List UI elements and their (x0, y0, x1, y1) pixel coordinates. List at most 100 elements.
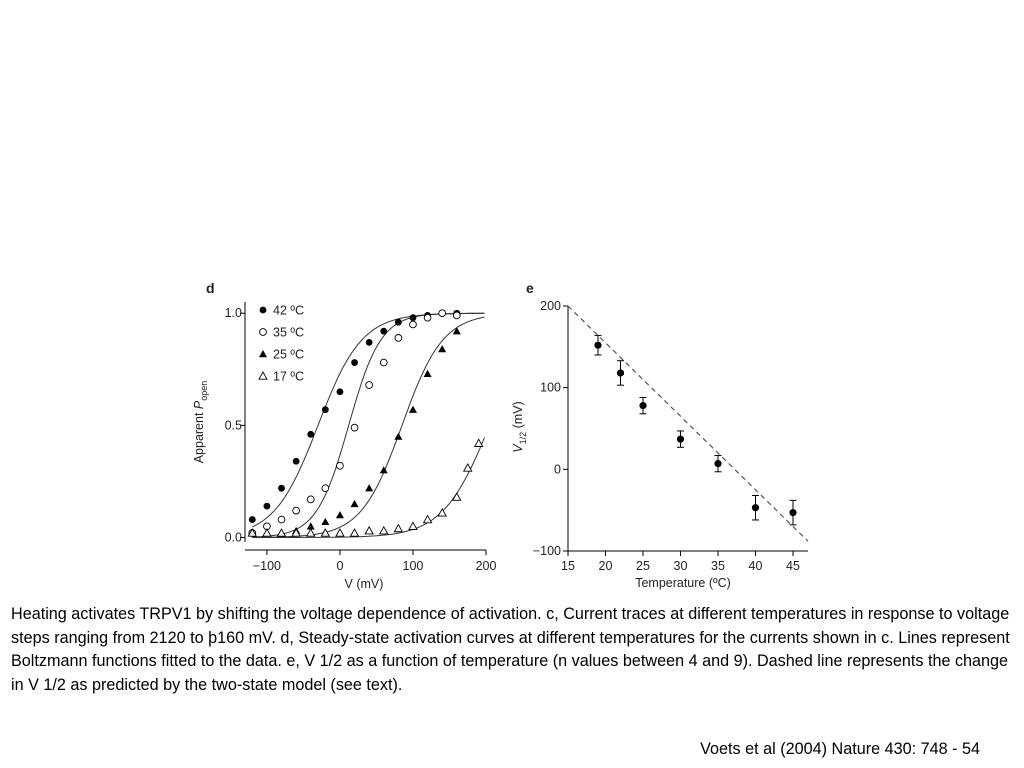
panel-d-data-point (307, 430, 315, 438)
panel-d-legend-label: 35 ºC (273, 326, 304, 340)
panel-e-y-label-subscript: 1/2 (518, 432, 528, 445)
panel-e-data-point (594, 341, 602, 349)
panel-e-x-tick-label: 25 (636, 559, 650, 573)
panel-e-data-point (676, 435, 685, 443)
panel-d-x-tick-label: 100 (403, 559, 424, 573)
panel-e-model-dashed-line (567, 305, 809, 542)
panel-d-data-point (291, 528, 301, 537)
panel-d-y-label-subscript: open (199, 381, 209, 401)
panel-d-data-point (320, 528, 331, 537)
panel-d-fit-curve (252, 437, 485, 538)
panel-d-legend-marker (259, 350, 267, 358)
panel-e-x-tick-label: 35 (711, 559, 725, 573)
panel-d-x-axis-label: V (mV) (345, 577, 384, 591)
panel-d-data-point (394, 432, 403, 440)
panel-d-y-tick-label: 0.0 (225, 531, 242, 545)
panel-e-y-tick-label: 200 (540, 299, 561, 313)
panel-e-x-tick-label: 30 (674, 559, 688, 573)
panel-d-data-point (262, 528, 272, 537)
panel-d-data-point (438, 309, 447, 318)
panel-d-data-point (452, 311, 461, 320)
panel-d-data-point (422, 514, 433, 524)
panel-d-letter: d (206, 280, 215, 296)
panel-d-data-point (278, 484, 285, 492)
panel-d-data-point (452, 327, 461, 335)
panel-d-y-axis-label: Apparent Popen (192, 381, 209, 464)
panel-e-y-label-rest: (mV) (511, 401, 525, 432)
panel-d-data-point (321, 517, 330, 526)
panel-d-y-tick-label: 1.0 (225, 306, 242, 320)
panel-d-data-point (306, 522, 315, 530)
panel-e-y-label-italic: V (511, 443, 525, 453)
panel-d-legend-label: 17 ºC (273, 370, 304, 384)
panel-e-axes: −100 0 100 200 15 20 25 30 35 40 45 (533, 299, 808, 573)
panel-d-data-point (408, 521, 418, 530)
panel-d-data-point (394, 318, 402, 326)
panel-d-data-point (393, 523, 404, 533)
panel-e-y-tick-label: 100 (540, 381, 561, 395)
panel-e-y-tick-label: −100 (533, 544, 561, 558)
panel-e-x-axis-label: Temperature (ºC) (635, 576, 731, 590)
panel-e-y-tick-label: 0 (554, 462, 561, 476)
panel-d-data-point (437, 507, 447, 517)
panel-d-data-point (336, 388, 344, 396)
panel-d-data-point (306, 495, 315, 504)
panel-e-x-tick-label: 15 (561, 559, 575, 573)
panel-d-data-point (321, 406, 329, 414)
panel-e-data-point (714, 460, 722, 468)
panel-d-legend-label: 25 ºC (273, 348, 304, 362)
panel-d-data-point (394, 334, 403, 342)
panel-e-data-point (789, 509, 797, 517)
panel-d-legend-marker (259, 306, 267, 314)
panel-d-data-point (321, 484, 330, 493)
panel-d-data-point (473, 438, 484, 447)
panel-d-data-point (365, 484, 374, 492)
panel-e-x-tick-label: 20 (599, 559, 613, 573)
panel-d-data-point (378, 525, 389, 535)
panel-d-data-point (335, 528, 345, 537)
panel-e-x-tick-label: 40 (749, 559, 763, 573)
panel-d-data-point (438, 345, 447, 353)
panel-d-x-tick-label: −100 (253, 559, 281, 573)
panel-d-data-point (276, 528, 287, 537)
panel-d-data-point (248, 516, 256, 523)
panel-e-data-point (639, 402, 647, 410)
panel-d-data-point (336, 461, 344, 470)
panel-d-data-point (452, 492, 462, 501)
panel-d-data-point (423, 313, 432, 322)
panel-d-data-point (305, 528, 316, 537)
panel-d-data-point (292, 506, 300, 515)
figure-caption: Heating activates TRPV1 by shifting the … (11, 605, 1010, 694)
panel-d-data-point (364, 525, 374, 535)
panel-d-data-point (350, 499, 359, 508)
panel-d-fit-curve (252, 316, 485, 538)
panel-d-y-label-italic: P (192, 400, 206, 409)
panel-d-legend-marker (258, 371, 268, 380)
panel-d-legend: 42 ºC 35 ºC 25 ºC 17 ºC (258, 304, 304, 384)
panel-d-data-point (462, 463, 473, 472)
panel-d: d 0.0 0.5 1.0 −100 0 100 200 42 ºC 35 ºC 25 ºC 17… (192, 280, 496, 591)
panel-d-data-point (350, 423, 359, 432)
panel-d-data-point (263, 502, 271, 510)
panel-d-x-tick-label: 0 (336, 559, 343, 573)
panel-e-data-point (616, 369, 625, 377)
panel-e-model-line (567, 305, 809, 542)
panel-d-points (247, 309, 484, 537)
panel-d-data-point (247, 528, 258, 537)
panel-e-y-axis-label: V1/2 (mV) (511, 401, 528, 452)
panel-d-data-point (409, 320, 417, 329)
panel-d-data-point (408, 405, 417, 413)
panel-d-data-point (351, 359, 358, 366)
panel-d-data-point (379, 358, 388, 367)
panel-d-x-tick-label: 200 (476, 559, 497, 573)
panel-e: e −100 0 100 200 15 20 25 30 35 40 45 Temperature … (511, 280, 809, 590)
panel-d-y-label-main: Apparent (192, 409, 206, 463)
panel-d-axes: 0.0 0.5 1.0 −100 0 100 200 (225, 302, 497, 573)
panel-d-data-point (409, 314, 417, 322)
panel-e-letter: e (526, 280, 534, 296)
panel-e-x-tick-label: 45 (786, 559, 800, 573)
panel-d-data-point (423, 369, 432, 377)
panel-d-legend-marker (259, 328, 267, 336)
